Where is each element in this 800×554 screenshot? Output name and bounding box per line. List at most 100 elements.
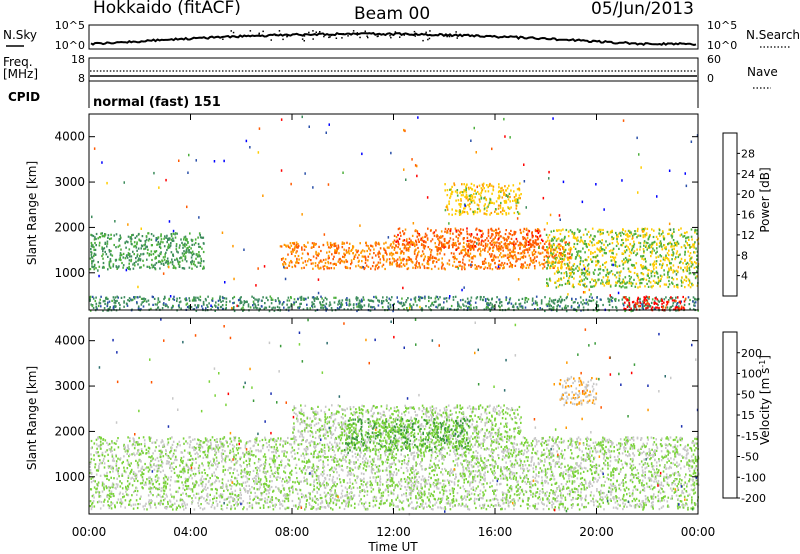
heatmap-cell: [188, 251, 190, 254]
heatmap-cell: [237, 452, 239, 455]
heatmap-cell: [649, 234, 651, 237]
heatmap-cell: [386, 473, 388, 477]
heatmap-cell: [695, 265, 698, 269]
heatmap-cell: [249, 146, 251, 149]
heatmap-cell: [576, 242, 579, 246]
heatmap-cell: [564, 243, 567, 246]
heatmap-cell: [505, 245, 508, 248]
heatmap-cell: [532, 258, 535, 262]
heatmap-cell: [492, 246, 495, 249]
heatmap-cell: [535, 260, 537, 263]
heatmap-cell: [576, 254, 579, 257]
heatmap-cell: [98, 265, 101, 268]
heatmap-cell: [602, 228, 604, 232]
heatmap-cell: [440, 306, 443, 309]
heatmap-cell: [162, 486, 165, 489]
heatmap-cell: [151, 258, 153, 262]
heatmap-cell: [492, 249, 494, 252]
freq-left-tick-bottom: 8: [78, 72, 85, 85]
heatmap-cell: [637, 286, 639, 289]
heatmap-cell: [221, 231, 224, 234]
heatmap-cell: [625, 296, 627, 299]
heatmap-cell: [592, 299, 595, 302]
heatmap-cell: [199, 236, 202, 239]
heatmap-cell: [322, 307, 325, 310]
heatmap-cell: [165, 450, 167, 453]
heatmap-cell: [369, 244, 372, 247]
heatmap-cell: [686, 267, 688, 270]
heatmap-cell: [179, 300, 182, 303]
heatmap-cell: [680, 307, 683, 310]
heatmap-cell: [458, 260, 460, 264]
heatmap-cell: [93, 254, 95, 257]
heatmap-cell: [323, 304, 325, 307]
heatmap-cell: [667, 273, 669, 276]
heatmap-cell: [470, 199, 473, 202]
heatmap-cell: [567, 293, 569, 296]
heatmap-cell: [539, 252, 542, 255]
heatmap-cell: [95, 244, 97, 247]
heatmap-cell: [522, 236, 524, 239]
heatmap-cell: [680, 246, 683, 249]
heatmap-cell: [628, 270, 630, 273]
heatmap-cell: [585, 302, 587, 305]
heatmap-cell: [402, 252, 405, 255]
heatmap-cell: [322, 299, 325, 302]
heatmap-cell: [365, 264, 368, 267]
heatmap-cell: [575, 309, 578, 313]
noise-search-point: [347, 35, 349, 37]
heatmap-cell: [239, 299, 242, 302]
heatmap-cell: [557, 299, 559, 302]
heatmap-cell: [337, 300, 340, 303]
heatmap-cell: [236, 504, 239, 507]
heatmap-cell: [346, 303, 348, 306]
heatmap-cell: [648, 269, 650, 272]
heatmap-cell: [649, 305, 651, 308]
heatmap-cell: [527, 240, 530, 243]
heatmap-cell: [520, 266, 522, 269]
heatmap-cell: [191, 254, 194, 257]
heatmap-cell: [626, 235, 629, 238]
heatmap-cell: [689, 286, 692, 289]
heatmap-cell: [458, 264, 461, 267]
heatmap-cell: [185, 298, 188, 302]
heatmap-cell: [435, 257, 437, 260]
heatmap-cell: [596, 254, 599, 257]
heatmap-cell: [504, 185, 506, 188]
heatmap-cell: [628, 275, 631, 278]
heatmap-cell: [552, 265, 554, 268]
heatmap-cell: [554, 261, 557, 264]
heatmap-cell: [468, 467, 470, 470]
heatmap-cell: [658, 306, 660, 310]
heatmap-cell: [439, 252, 441, 255]
heatmap-cell: [547, 260, 550, 263]
heatmap-cell: [588, 295, 591, 298]
heatmap-cell: [375, 244, 377, 247]
heatmap-cell: [134, 454, 136, 457]
heatmap-cell: [311, 304, 314, 307]
heatmap-cell: [334, 251, 336, 255]
heatmap-cell: [208, 302, 210, 305]
heatmap-cell: [493, 497, 496, 500]
heatmap-cell: [634, 266, 636, 269]
heatmap-cell: [525, 248, 527, 251]
heatmap-cell: [145, 235, 148, 238]
heatmap-cell: [369, 249, 372, 252]
heatmap-cell: [547, 236, 549, 239]
heatmap-cell: [546, 282, 549, 285]
heatmap-cell: [435, 260, 438, 264]
heatmap-cell: [112, 296, 115, 299]
heatmap-cell: [614, 299, 617, 302]
heatmap-cell: [446, 229, 449, 232]
heatmap-cell: [625, 481, 627, 484]
heatmap-cell: [431, 255, 434, 258]
heatmap-cell: [546, 267, 548, 270]
heatmap-cell: [462, 210, 464, 213]
heatmap-cell: [470, 455, 473, 458]
heatmap-cell: [488, 202, 491, 205]
heatmap-cell: [416, 304, 418, 307]
heatmap-cell: [586, 277, 589, 280]
heatmap-cell: [129, 255, 131, 258]
heatmap-cell: [101, 161, 103, 164]
heatmap-cell: [464, 249, 466, 252]
